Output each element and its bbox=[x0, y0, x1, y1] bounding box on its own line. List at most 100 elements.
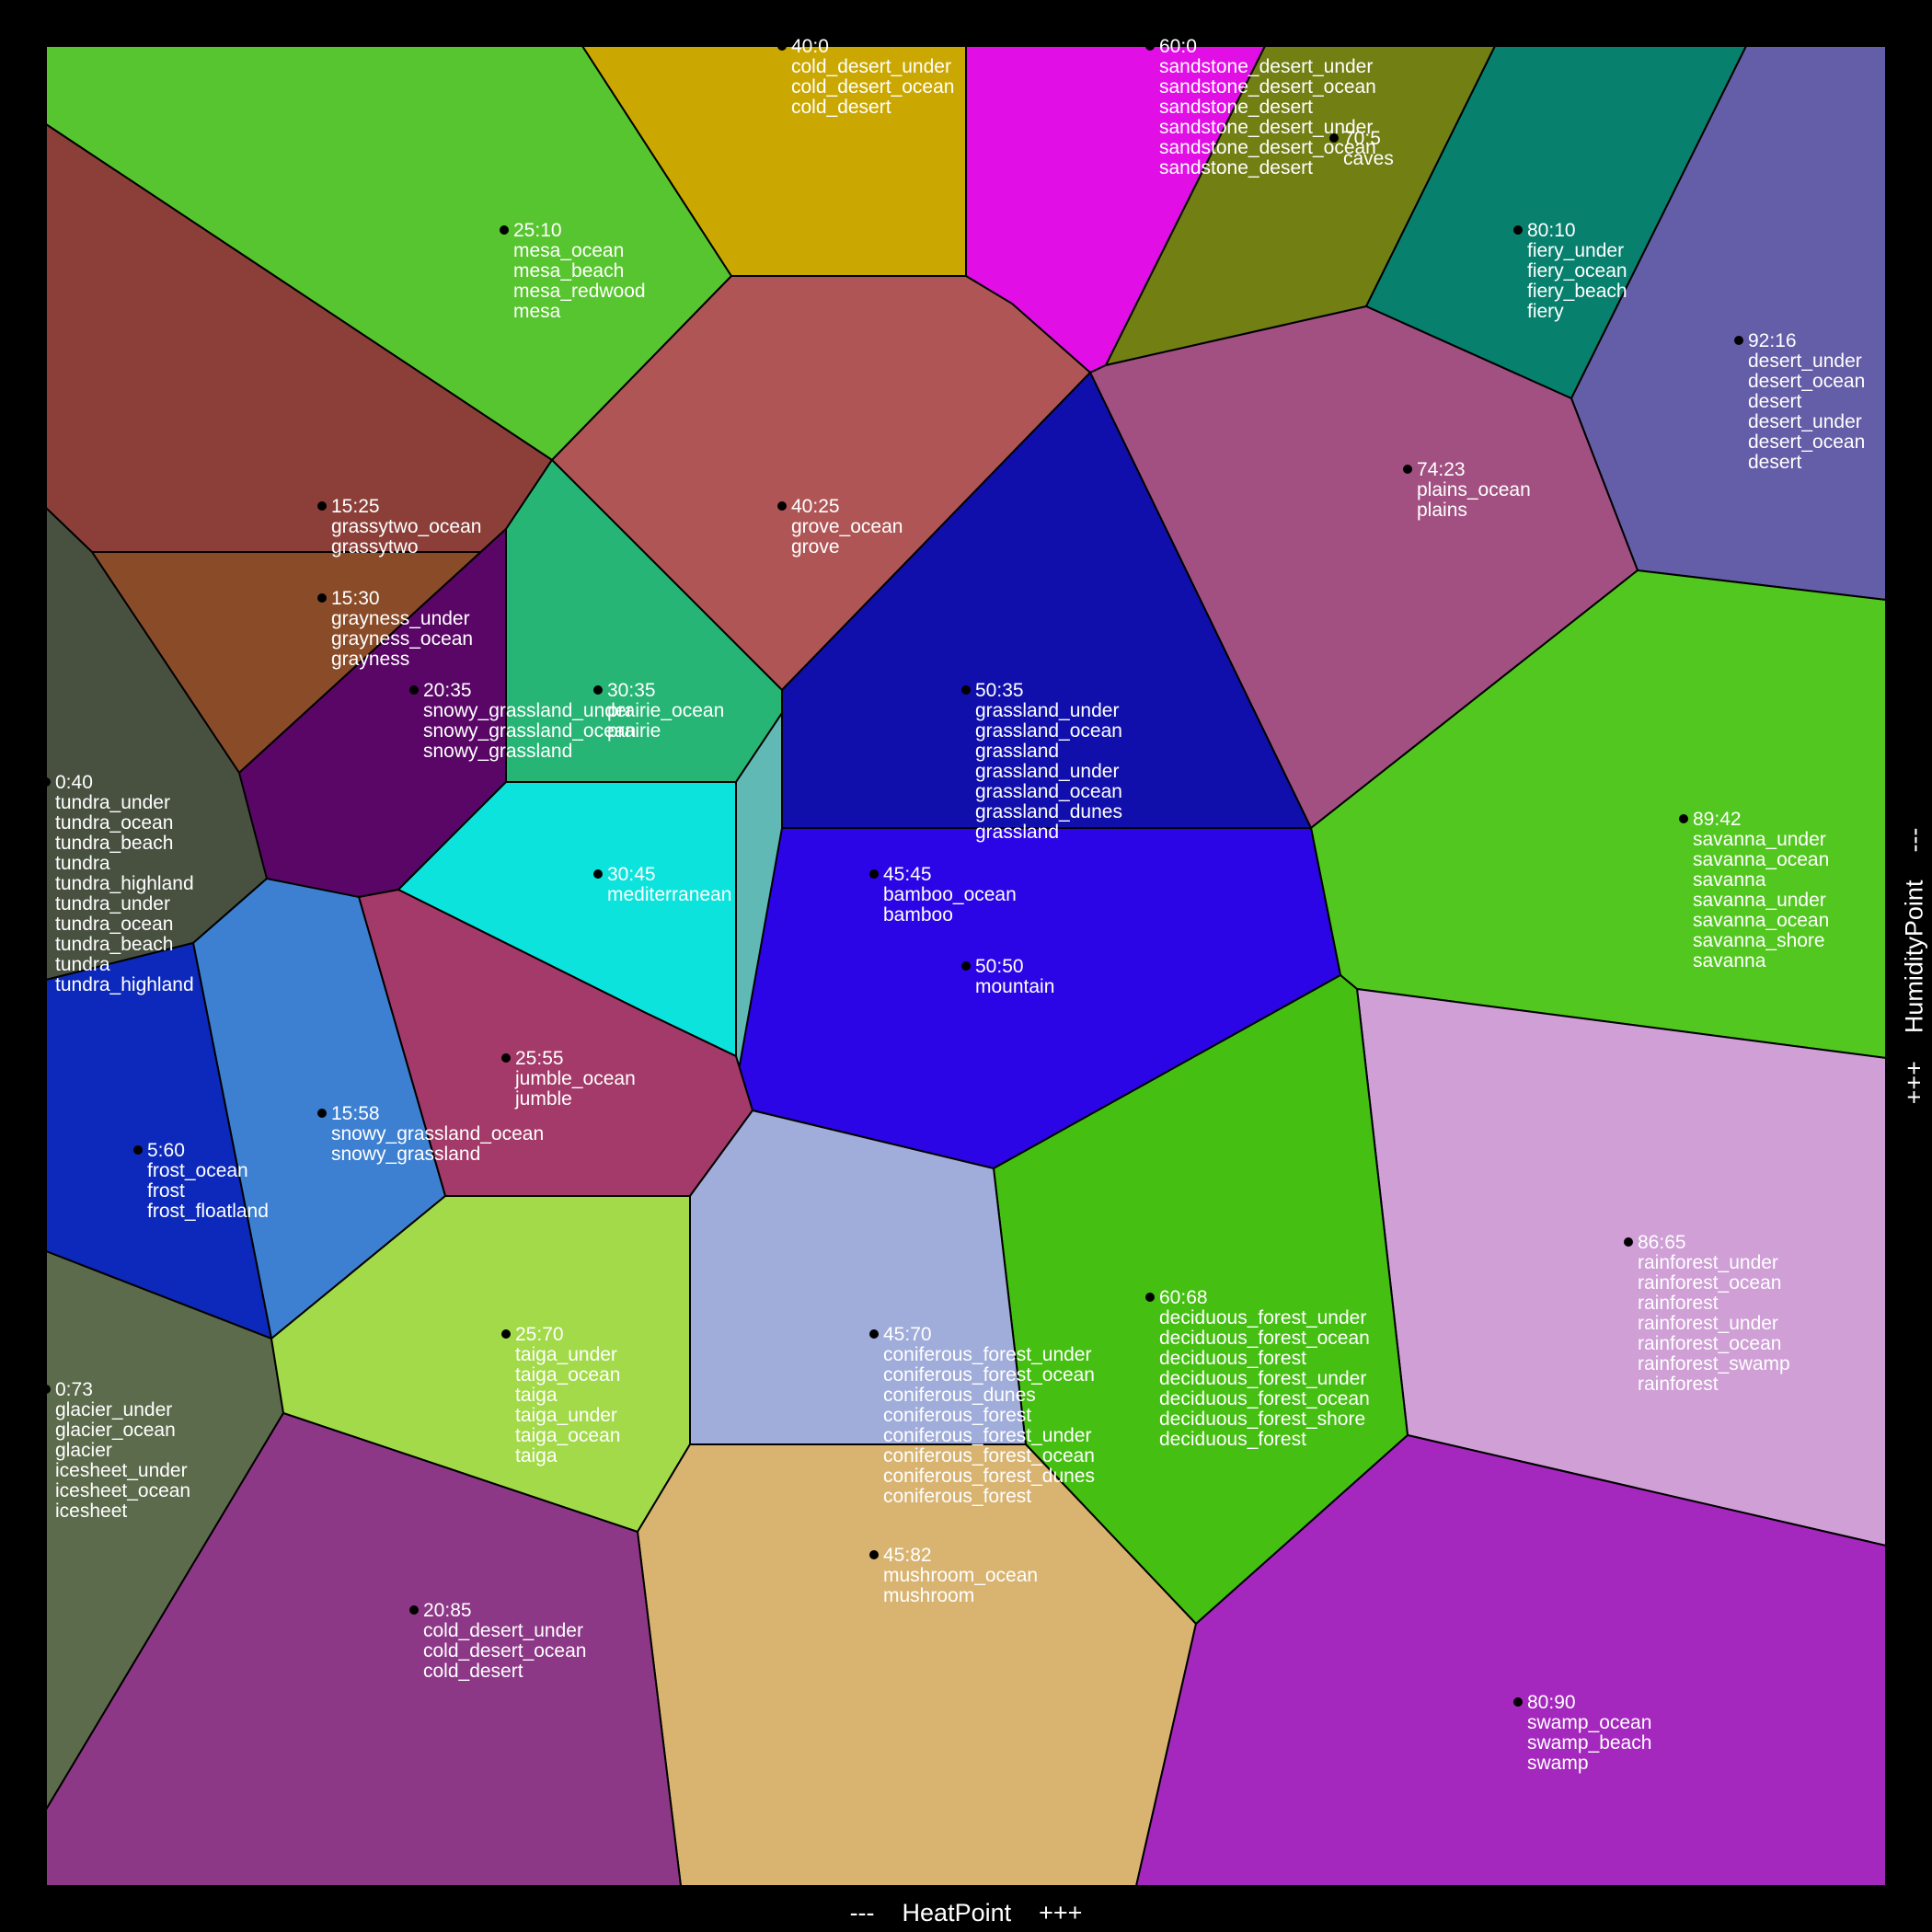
biome-name-label: sandstone_desert bbox=[1159, 157, 1313, 178]
biome-name-label: icesheet bbox=[55, 1501, 127, 1522]
biome-name-label: swamp bbox=[1527, 1753, 1589, 1774]
biome-name-label: grove_ocean bbox=[791, 516, 903, 537]
biome-name-label: fiery bbox=[1527, 301, 1564, 322]
biome-name-label: frost_floatland bbox=[147, 1201, 269, 1222]
x-axis-label: --- HeatPoint +++ bbox=[849, 1899, 1083, 1926]
biome-name-label: frost_ocean bbox=[147, 1160, 248, 1181]
biome-name-label: prairie_ocean bbox=[607, 700, 724, 721]
site-coordinate-label: 92:16 bbox=[1748, 330, 1797, 351]
site-coordinate-label: 45:82 bbox=[883, 1545, 932, 1566]
biome-name-label: grayness bbox=[331, 649, 409, 670]
site-point-15-58 bbox=[317, 1109, 327, 1118]
biome-name-label: mesa_beach bbox=[513, 260, 624, 282]
site-coordinate-label: 25:55 bbox=[515, 1048, 564, 1069]
biome-name-label: plains bbox=[1417, 500, 1467, 521]
site-coordinate-label: 60:0 bbox=[1159, 36, 1197, 57]
y-axis-label: +++ HumidityPoint --- bbox=[1900, 827, 1928, 1105]
biome-name-label: desert_ocean bbox=[1748, 371, 1865, 392]
site-point-89-42 bbox=[1679, 814, 1688, 823]
site-coordinate-label: 50:50 bbox=[975, 956, 1024, 977]
biome-name-label: glacier bbox=[55, 1440, 112, 1461]
biome-name-label: sandstone_desert_ocean bbox=[1159, 76, 1376, 98]
biome-name-label: deciduous_forest_under bbox=[1159, 1307, 1366, 1328]
biome-name-label: grassland_ocean bbox=[975, 781, 1122, 802]
site-point-30-35 bbox=[593, 685, 603, 695]
biome-name-label: mesa_redwood bbox=[513, 281, 646, 302]
site-point-0-73 bbox=[41, 1385, 51, 1394]
site-point-15-30 bbox=[317, 593, 327, 603]
biome-name-label: tundra_under bbox=[55, 792, 170, 813]
biome-name-label: cold_desert_under bbox=[791, 56, 951, 77]
biome-name-label: tundra bbox=[55, 853, 110, 874]
biome-name-label: desert bbox=[1748, 391, 1802, 412]
site-point-45-70 bbox=[869, 1329, 879, 1339]
biome-name-label: savanna_under bbox=[1693, 829, 1826, 850]
site-coordinate-label: 60:68 bbox=[1159, 1287, 1208, 1308]
biome-name-label: coniferous_forest_under bbox=[883, 1344, 1091, 1365]
biome-labels: 25:10mesa_oceanmesa_beachmesa_redwoodmes… bbox=[41, 36, 1865, 1774]
biome-cell-20-85 bbox=[45, 1411, 683, 1887]
site-coordinate-label: 0:73 bbox=[55, 1379, 93, 1400]
biome-name-label: coniferous_forest_ocean bbox=[883, 1364, 1095, 1386]
biome-name-label: savanna_under bbox=[1693, 890, 1826, 911]
biome-name-label: savanna bbox=[1693, 869, 1766, 891]
biome-cells bbox=[45, 45, 1887, 1887]
biome-name-label: deciduous_forest_under bbox=[1159, 1368, 1366, 1389]
biome-cell-45-70 bbox=[689, 1109, 1028, 1445]
site-point-92-16 bbox=[1734, 336, 1743, 345]
biome-name-label: taiga_under bbox=[515, 1405, 617, 1426]
biome-name-label: caves bbox=[1343, 148, 1394, 169]
site-point-50-35 bbox=[961, 685, 971, 695]
site-coordinate-label: 20:35 bbox=[423, 680, 472, 701]
biome-name-label: tundra_highland bbox=[55, 873, 194, 894]
biome-name-label: mushroom bbox=[883, 1585, 974, 1606]
biome-name-label: fiery_under bbox=[1527, 240, 1624, 261]
biome-name-label: cold_desert_ocean bbox=[791, 76, 954, 98]
biome-name-label: taiga bbox=[515, 1445, 558, 1466]
biome-name-label: taiga_ocean bbox=[515, 1425, 620, 1446]
biome-name-label: swamp_beach bbox=[1527, 1732, 1651, 1754]
site-point-25-10 bbox=[500, 225, 509, 235]
biome-name-label: rainforest_under bbox=[1638, 1313, 1778, 1334]
site-point-15-25 bbox=[317, 501, 327, 511]
site-coordinate-label: 89:42 bbox=[1693, 809, 1742, 830]
biome-name-label: grassland_under bbox=[975, 761, 1119, 782]
site-coordinate-label: 40:0 bbox=[791, 36, 829, 57]
biome-name-label: tundra bbox=[55, 954, 110, 975]
biome-name-label: taiga_under bbox=[515, 1344, 617, 1365]
site-point-80-90 bbox=[1513, 1697, 1523, 1707]
biome-name-label: fiery_ocean bbox=[1527, 260, 1627, 282]
biome-name-label: snowy_grassland_under bbox=[423, 700, 633, 721]
biome-name-label: tundra_highland bbox=[55, 974, 194, 995]
site-point-20-35 bbox=[409, 685, 419, 695]
biome-name-label: frost bbox=[147, 1180, 185, 1202]
site-coordinate-label: 0:40 bbox=[55, 772, 93, 793]
site-point-74-23 bbox=[1403, 465, 1412, 474]
site-point-60-68 bbox=[1145, 1293, 1155, 1302]
biome-name-label: bamboo_ocean bbox=[883, 884, 1017, 905]
site-coordinate-label: 30:35 bbox=[607, 680, 656, 701]
biome-name-label: coniferous_dunes bbox=[883, 1385, 1036, 1406]
biome-name-label: tundra_under bbox=[55, 893, 170, 914]
site-point-0-40 bbox=[41, 777, 51, 787]
biome-name-label: icesheet_ocean bbox=[55, 1480, 190, 1501]
biome-name-label: grassland_ocean bbox=[975, 720, 1122, 742]
biome-name-label: mesa_ocean bbox=[513, 240, 624, 261]
biome-name-label: jumble_ocean bbox=[514, 1068, 636, 1089]
biome-name-label: snowy_grassland_ocean bbox=[331, 1123, 544, 1144]
biome-name-label: tundra_beach bbox=[55, 833, 173, 854]
biome-name-label: mediterranean bbox=[607, 884, 731, 905]
site-coordinate-label: 50:35 bbox=[975, 680, 1024, 701]
biome-name-label: glacier_under bbox=[55, 1399, 172, 1420]
site-coordinate-label: 86:65 bbox=[1638, 1232, 1686, 1253]
biome-name-label: tundra_ocean bbox=[55, 914, 173, 935]
site-point-45-45 bbox=[869, 869, 879, 879]
biome-name-label: cold_desert bbox=[791, 97, 891, 118]
biome-name-label: deciduous_forest bbox=[1159, 1429, 1306, 1450]
site-point-5-60 bbox=[133, 1145, 143, 1155]
site-coordinate-label: 80:10 bbox=[1527, 220, 1576, 241]
site-point-60-0 bbox=[1145, 41, 1155, 51]
biome-name-label: rainforest_under bbox=[1638, 1252, 1778, 1273]
biome-name-label: taiga bbox=[515, 1385, 558, 1406]
biome-name-label: swamp_ocean bbox=[1527, 1712, 1651, 1733]
